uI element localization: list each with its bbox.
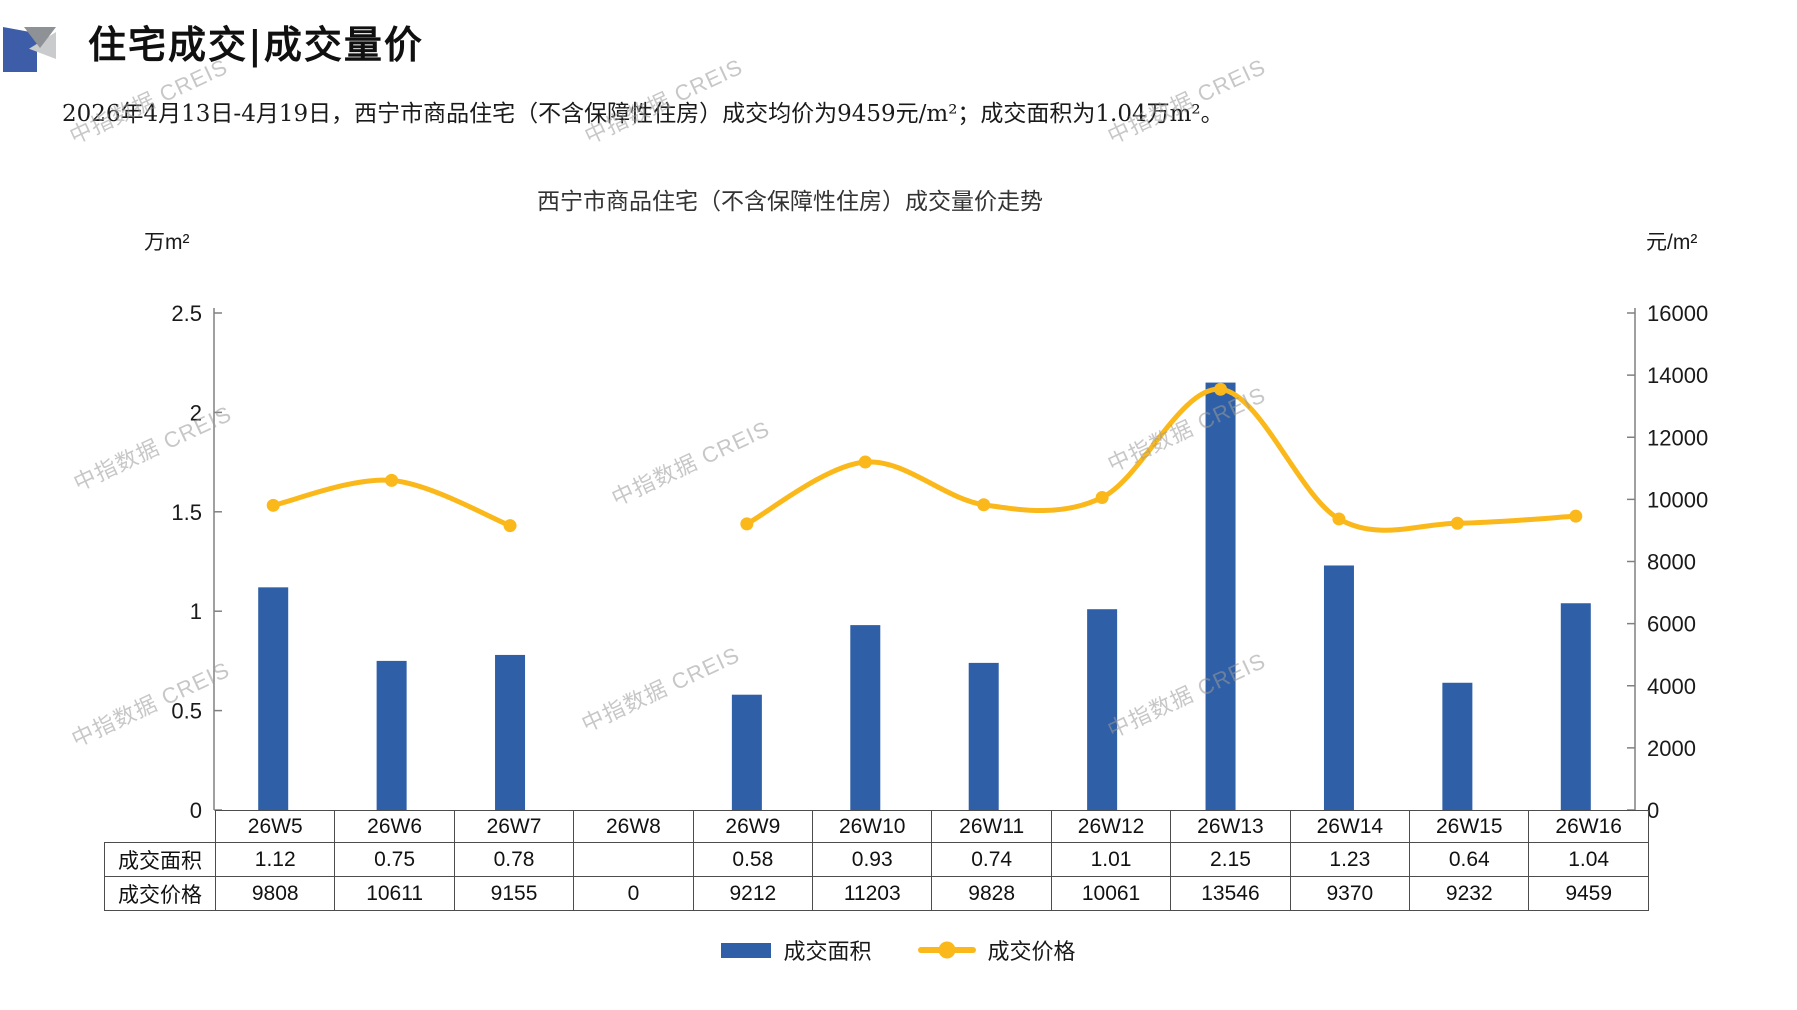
- bar-26W14: [1323, 565, 1354, 810]
- week-label-26W9: 26W9: [692, 810, 814, 843]
- bar-26W11: [968, 662, 999, 810]
- week-label-26W14: 26W14: [1289, 810, 1411, 843]
- right-axis-tick-label: 0: [1647, 798, 1659, 823]
- price-series-marker-icon: [938, 941, 955, 959]
- table-cell-price-26W14: 9370: [1289, 876, 1411, 911]
- table-cell-area-26W10: 0.93: [812, 842, 933, 877]
- week-label-26W13: 26W13: [1170, 810, 1291, 843]
- table-cell-price-26W15: 9232: [1409, 876, 1530, 911]
- price-point-26W12: [1095, 490, 1109, 504]
- left-axis-tick-label: 2.5: [171, 301, 202, 326]
- bar-26W6: [376, 660, 407, 810]
- data-table: 26W5 26W6 26W7 26W8 26W9 26W10 26W11 26W12 26W13…: [104, 810, 1649, 911]
- left-axis-tick-label: 1: [190, 599, 202, 624]
- bar-26W9: [731, 694, 762, 810]
- table-row-label-area: 成交面积: [104, 842, 216, 877]
- price-point-26W11: [977, 498, 991, 512]
- table-cell-area-26W9: 0.58: [692, 842, 814, 877]
- creis-logo: [3, 25, 57, 72]
- left-axis-tick-label: 0: [190, 798, 202, 823]
- price-line-segment: [744, 386, 1579, 533]
- page-title: 住宅成交|成交量价: [88, 22, 424, 67]
- table-cell-price-26W16: 9459: [1528, 876, 1649, 911]
- left-axis-tick-label: 2: [190, 400, 202, 425]
- left-axis-unit: 万m²: [144, 231, 190, 254]
- price-point-26W6: [385, 473, 399, 487]
- price-point-26W16: [1569, 509, 1583, 523]
- table-cell-price-26W8: 0: [573, 876, 694, 911]
- week-label-26W12: 26W12: [1050, 810, 1172, 843]
- legend-item-price: 成交价格: [917, 934, 1076, 966]
- table-cell-price-26W9: 9212: [692, 876, 814, 911]
- table-cell-price-26W11: 9828: [931, 876, 1052, 911]
- table-cell-area-26W14: 1.23: [1289, 842, 1411, 877]
- bar-26W7: [495, 654, 526, 810]
- price-point-26W13: [1214, 382, 1228, 396]
- bar-26W10: [850, 625, 881, 810]
- right-axis-tick-label: 2000: [1647, 736, 1696, 761]
- right-axis-tick-label: 14000: [1647, 363, 1708, 388]
- price-point-26W15: [1450, 516, 1464, 530]
- area-series-swatch: [721, 942, 772, 958]
- right-axis-tick-label: 8000: [1647, 550, 1696, 575]
- week-label-26W10: 26W10: [812, 810, 933, 843]
- week-label-26W16: 26W16: [1528, 810, 1649, 843]
- table-cell-price-26W7: 9155: [453, 876, 575, 911]
- right-axis-tick-label: 4000: [1647, 674, 1696, 699]
- week-label-26W6: 26W6: [334, 810, 455, 843]
- summary-text: 2026年4月13日-4月19日，西宁市商品住宅（不含保障性住房）成交均价为94…: [62, 101, 1224, 127]
- legend-label-area: 成交面积: [783, 940, 872, 965]
- table-cell-price-26W5: 9808: [214, 876, 336, 911]
- bar-26W13: [1205, 382, 1236, 810]
- week-label-26W8: 26W8: [573, 810, 694, 843]
- price-series-swatch: [917, 941, 976, 959]
- right-axis-tick-label: 6000: [1647, 612, 1696, 637]
- left-axis-tick-label: 1.5: [171, 500, 202, 525]
- price-point-26W14: [1332, 512, 1346, 526]
- table-cell-area-26W11: 0.74: [931, 842, 1052, 877]
- bar-26W16: [1560, 603, 1591, 810]
- legend-label-price: 成交价格: [987, 940, 1076, 965]
- table-cell-area-26W8: [573, 842, 694, 877]
- right-axis-tick-label: 10000: [1647, 487, 1708, 512]
- table-cell-area-26W15: 0.64: [1409, 842, 1530, 877]
- table-row-label-price: 成交价格: [104, 876, 216, 911]
- week-label-26W11: 26W11: [931, 810, 1052, 843]
- logo-dark-triangle: [24, 27, 56, 48]
- table-cell-area-26W13: 2.15: [1170, 842, 1291, 877]
- price-point-26W5: [266, 498, 280, 512]
- chart-legend: 成交面积 成交价格: [0, 934, 1797, 966]
- legend-item-area: 成交面积: [721, 934, 872, 966]
- price-point-26W9: [740, 517, 754, 531]
- bar-26W15: [1442, 682, 1473, 810]
- chart-title: 西宁市商品住宅（不含保障性住房）成交量价走势: [537, 189, 1043, 215]
- left-axis-tick-label: 0.5: [171, 699, 202, 724]
- week-label-26W15: 26W15: [1409, 810, 1530, 843]
- table-cell-area-26W12: 1.01: [1050, 842, 1172, 877]
- table-cell-price-26W13: 13546: [1170, 876, 1291, 911]
- table-cell-area-26W6: 0.75: [334, 842, 455, 877]
- week-label-26W5: 26W5: [214, 810, 336, 843]
- right-axis-tick-label: 16000: [1647, 301, 1708, 326]
- table-cell-price-26W6: 10611: [334, 876, 455, 911]
- table-cell-area-26W7: 0.78: [453, 842, 575, 877]
- price-point-26W7: [503, 519, 517, 533]
- price-point-26W10: [858, 455, 872, 469]
- bar-26W12: [1087, 609, 1118, 810]
- table-cell-price-26W12: 10061: [1050, 876, 1172, 911]
- bar-26W5: [258, 587, 289, 810]
- table-cell-area-26W5: 1.12: [214, 842, 336, 877]
- right-axis-tick-label: 12000: [1647, 425, 1708, 450]
- week-label-26W7: 26W7: [453, 810, 575, 843]
- right-axis-unit: 元/m²: [1646, 231, 1698, 254]
- price-line-segment: [270, 477, 513, 529]
- table-cell-price-26W10: 11203: [812, 876, 933, 911]
- table-cell-area-26W16: 1.04: [1528, 842, 1649, 877]
- table-corner-cell: [105, 811, 216, 843]
